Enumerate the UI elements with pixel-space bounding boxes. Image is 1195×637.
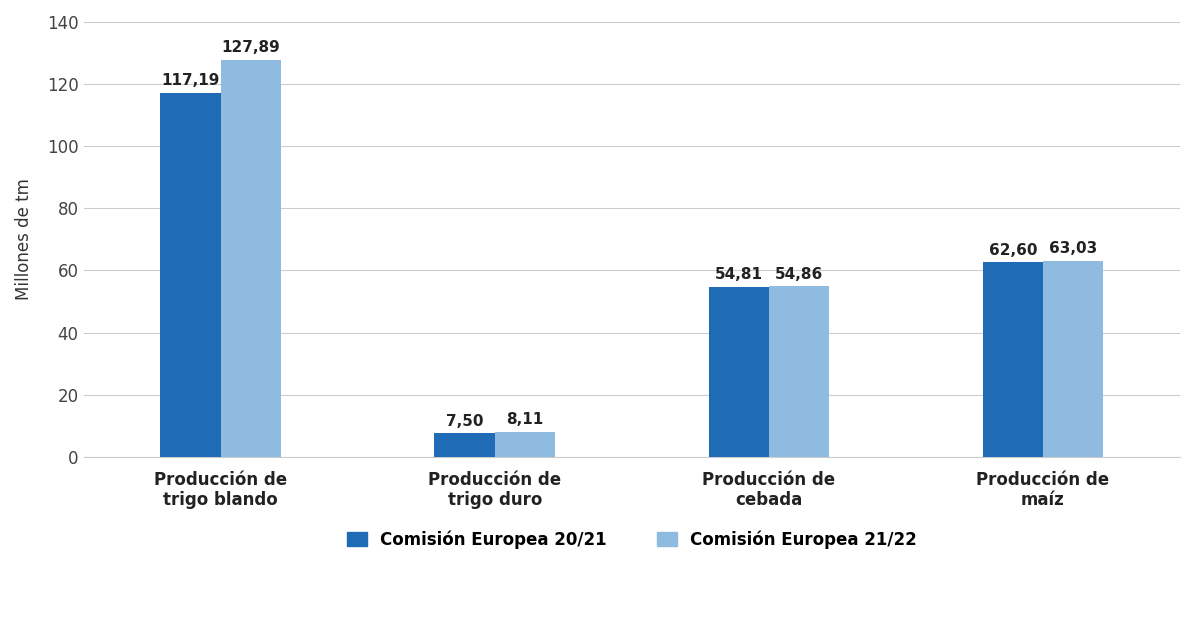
Text: 8,11: 8,11 xyxy=(507,412,544,427)
Bar xyxy=(1043,261,1103,457)
Bar xyxy=(434,433,495,457)
Bar xyxy=(495,431,554,457)
Bar xyxy=(709,287,768,457)
Text: 7,50: 7,50 xyxy=(446,414,483,429)
Text: 127,89: 127,89 xyxy=(221,40,280,55)
Y-axis label: Millones de tm: Millones de tm xyxy=(16,178,33,300)
Text: 54,81: 54,81 xyxy=(715,267,762,282)
Bar xyxy=(982,262,1043,457)
Text: 117,19: 117,19 xyxy=(161,73,220,88)
Text: 62,60: 62,60 xyxy=(988,243,1037,258)
Legend: Comisión Europea 20/21, Comisión Europea 21/22: Comisión Europea 20/21, Comisión Europea… xyxy=(338,522,925,557)
Text: 63,03: 63,03 xyxy=(1049,241,1097,256)
Bar xyxy=(160,93,221,457)
Text: 54,86: 54,86 xyxy=(774,267,823,282)
Bar xyxy=(221,60,281,457)
Bar xyxy=(768,287,829,457)
